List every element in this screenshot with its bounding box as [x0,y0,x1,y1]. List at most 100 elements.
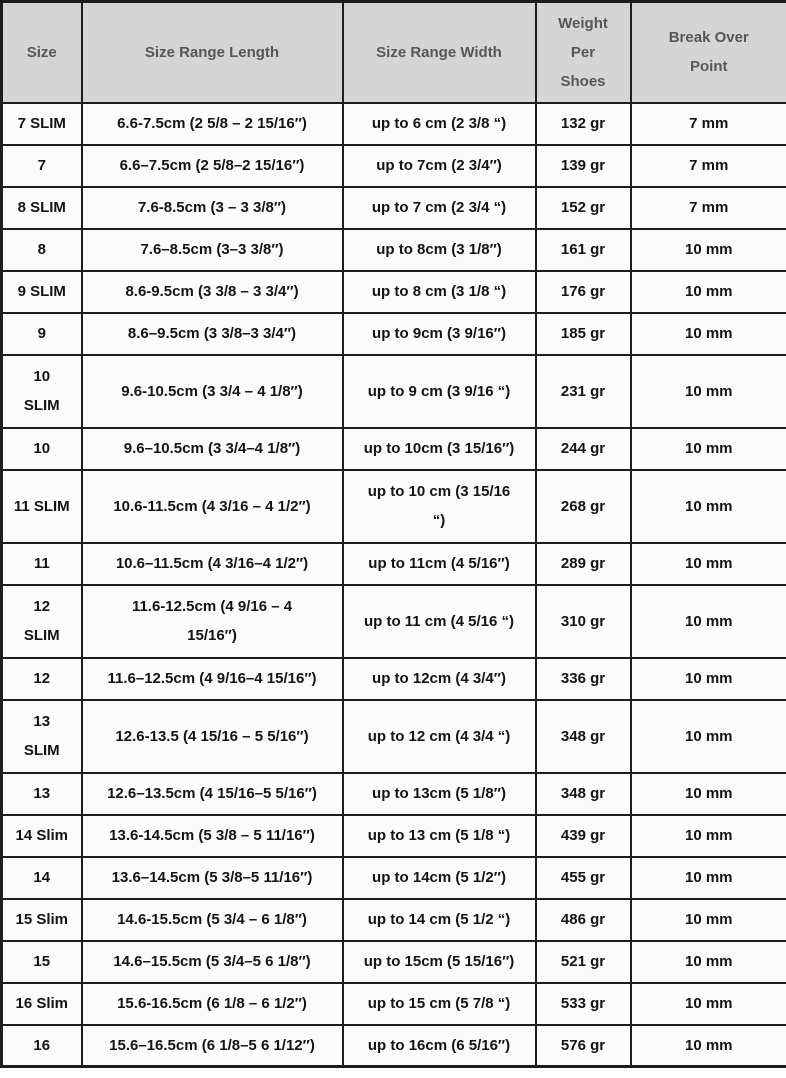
cell-weight: 231 gr [534,353,632,429]
cell-length: 10.6-11.5cm (4 3/16 – 4 1/2″) [80,468,344,544]
cell-width: up to 14 cm (5 1/2 “) [341,897,537,942]
cell-width: up to 9 cm (3 9/16 “) [341,353,537,429]
cell-width: up to 10 cm (3 15/16 “) [341,468,537,544]
cell-break-over: 7 mm [629,143,786,188]
table-row: 16 15.6–16.5cm (6 1/8–5 6 1/12″) up to 16c… [0,1023,786,1068]
cell-length: 11.6–12.5cm (4 9/16–4 15/16″) [80,656,344,701]
cell-width: up to 11cm (4 5/16″) [341,541,537,586]
cell-size: 7 SLIM [0,101,83,146]
table-row: 13 SLIM 12.6-13.5 (4 15/16 – 5 5/16″) up t… [0,698,786,774]
cell-length: 12.6-13.5 (4 15/16 – 5 5/16″) [80,698,344,774]
cell-width: up to 10cm (3 15/16″) [341,426,537,471]
table-row: 10 SLIM 9.6-10.5cm (3 3/4 – 4 1/8″) up to … [0,353,786,429]
cell-weight: 176 gr [534,269,632,314]
cell-width: up to 12cm (4 3/4″) [341,656,537,701]
cell-size: 8 [0,227,83,272]
column-header-weight: Weight Per Shoes [534,0,632,104]
cell-break-over: 10 mm [629,1023,786,1068]
cell-break-over: 10 mm [629,353,786,429]
cell-break-over: 10 mm [629,939,786,984]
table-row: 11 SLIM 10.6-11.5cm (4 3/16 – 4 1/2″) up t… [0,468,786,544]
cell-weight: 348 gr [534,698,632,774]
table-body: 7 SLIM 6.6-7.5cm (2 5/8 – 2 15/16″) up to … [0,101,786,1068]
column-header-width: Size Range Width [341,0,537,104]
cell-size: 11 [0,541,83,586]
cell-weight: 152 gr [534,185,632,230]
cell-size: 10 [0,426,83,471]
cell-size: 11 SLIM [0,468,83,544]
cell-size: 10 SLIM [0,353,83,429]
cell-width: up to 13cm (5 1/8″) [341,771,537,816]
table-row: 12 SLIM 11.6-12.5cm (4 9/16 – 4 15/16″) up… [0,583,786,659]
table-row: 14 13.6–14.5cm (5 3/8–5 11/16″) up to 14cm… [0,855,786,900]
table-row: 9 SLIM 8.6-9.5cm (3 3/8 – 3 3/4″) up to 8 … [0,269,786,314]
table-row: 14 Slim 13.6-14.5cm (5 3/8 – 5 11/16″) up … [0,813,786,858]
cell-length: 15.6–16.5cm (6 1/8–5 6 1/12″) [80,1023,344,1068]
cell-size: 9 [0,311,83,356]
cell-weight: 132 gr [534,101,632,146]
table-row: 9 8.6–9.5cm (3 3/8–3 3/4″) up to 9cm (3 9/… [0,311,786,356]
table-row: 11 10.6–11.5cm (4 3/16–4 1/2″) up to 11cm … [0,541,786,586]
column-header-size: Size [0,0,83,104]
cell-length: 13.6-14.5cm (5 3/8 – 5 11/16″) [80,813,344,858]
cell-break-over: 10 mm [629,311,786,356]
cell-length: 15.6-16.5cm (6 1/8 – 6 1/2″) [80,981,344,1026]
cell-size: 13 [0,771,83,816]
cell-weight: 310 gr [534,583,632,659]
cell-size: 16 Slim [0,981,83,1026]
cell-break-over: 10 mm [629,897,786,942]
cell-length: 8.6–9.5cm (3 3/8–3 3/4″) [80,311,344,356]
cell-size: 14 Slim [0,813,83,858]
table-row: 15 Slim 14.6-15.5cm (5 3/4 – 6 1/8″) up to… [0,897,786,942]
cell-size: 14 [0,855,83,900]
cell-width: up to 11 cm (4 5/16 “) [341,583,537,659]
cell-width: up to 12 cm (4 3/4 “) [341,698,537,774]
cell-size: 12 [0,656,83,701]
cell-size: 13 SLIM [0,698,83,774]
cell-length: 9.6–10.5cm (3 3/4–4 1/8″) [80,426,344,471]
table-row: 16 Slim 15.6-16.5cm (6 1/8 – 6 1/2″) up to… [0,981,786,1026]
cell-break-over: 10 mm [629,813,786,858]
cell-weight: 439 gr [534,813,632,858]
cell-width: up to 7 cm (2 3/4 “) [341,185,537,230]
cell-width: up to 9cm (3 9/16″) [341,311,537,356]
cell-length: 13.6–14.5cm (5 3/8–5 11/16″) [80,855,344,900]
cell-length: 9.6-10.5cm (3 3/4 – 4 1/8″) [80,353,344,429]
table-row: 15 14.6–15.5cm (5 3/4–5 6 1/8″) up to 15cm… [0,939,786,984]
cell-weight: 576 gr [534,1023,632,1068]
cell-width: up to 7cm (2 3/4″) [341,143,537,188]
cell-weight: 139 gr [534,143,632,188]
cell-weight: 521 gr [534,939,632,984]
cell-weight: 533 gr [534,981,632,1026]
table-row: 8 7.6–8.5cm (3–3 3/8″) up to 8cm (3 1/8″) 1… [0,227,786,272]
cell-length: 7.6–8.5cm (3–3 3/8″) [80,227,344,272]
table-header: Size Size Range Length Size Range Width Wei… [0,0,786,104]
cell-break-over: 10 mm [629,656,786,701]
column-header-length: Size Range Length [80,0,344,104]
cell-weight: 486 gr [534,897,632,942]
cell-break-over: 10 mm [629,583,786,659]
cell-size: 15 [0,939,83,984]
cell-break-over: 10 mm [629,855,786,900]
cell-length: 12.6–13.5cm (4 15/16–5 5/16″) [80,771,344,816]
cell-width: up to 14cm (5 1/2″) [341,855,537,900]
cell-weight: 348 gr [534,771,632,816]
cell-length: 10.6–11.5cm (4 3/16–4 1/2″) [80,541,344,586]
cell-break-over: 10 mm [629,227,786,272]
cell-width: up to 15cm (5 15/16″) [341,939,537,984]
cell-weight: 336 gr [534,656,632,701]
table-row: 12 11.6–12.5cm (4 9/16–4 15/16″) up to 12c… [0,656,786,701]
table-row: 8 SLIM 7.6-8.5cm (3 – 3 3/8″) up to 7 cm (… [0,185,786,230]
column-header-break-over: Break Over Point [629,0,786,104]
cell-break-over: 7 mm [629,101,786,146]
cell-length: 7.6-8.5cm (3 – 3 3/8″) [80,185,344,230]
cell-length: 8.6-9.5cm (3 3/8 – 3 3/4″) [80,269,344,314]
header-row: Size Size Range Length Size Range Width Wei… [0,0,786,104]
cell-weight: 161 gr [534,227,632,272]
cell-width: up to 6 cm (2 3/8 “) [341,101,537,146]
table-row: 7 6.6–7.5cm (2 5/8–2 15/16″) up to 7cm (2 … [0,143,786,188]
cell-break-over: 10 mm [629,698,786,774]
cell-length: 11.6-12.5cm (4 9/16 – 4 15/16″) [80,583,344,659]
